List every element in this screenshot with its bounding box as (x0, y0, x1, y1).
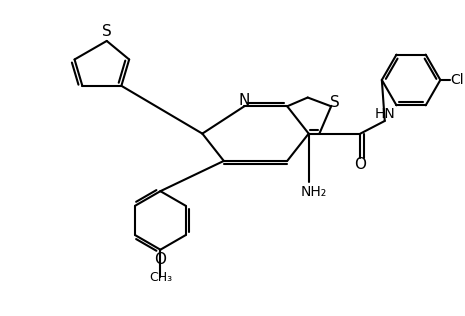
Text: HN: HN (374, 107, 395, 121)
Text: NH₂: NH₂ (300, 185, 327, 199)
Text: O: O (154, 252, 166, 267)
Text: Cl: Cl (450, 73, 464, 87)
Text: S: S (102, 24, 112, 39)
Text: CH₃: CH₃ (149, 270, 172, 283)
Text: O: O (354, 157, 366, 172)
Text: S: S (330, 95, 340, 110)
Text: N: N (239, 93, 250, 108)
